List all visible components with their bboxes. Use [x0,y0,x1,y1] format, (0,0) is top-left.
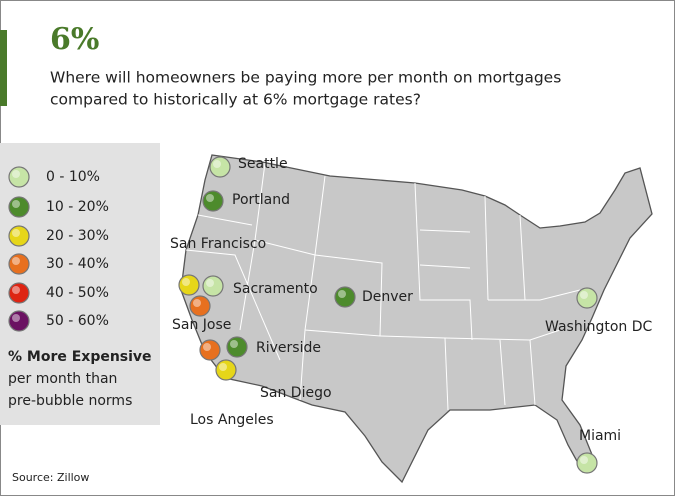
city-label: Sacramento [233,281,318,297]
legend-caption: per month than [8,371,117,387]
legend-caption: % More Expensive [8,349,152,365]
marker [226,336,248,358]
question-line: Where will homeowners be paying more per… [50,69,561,87]
marker-shine [12,286,20,294]
city-label: Los Angeles [190,412,274,428]
legend-box [0,143,160,425]
marker-shine [219,363,227,371]
title: 6% [50,22,99,57]
question-line: compared to historically at 6% mortgage … [50,91,421,109]
marker-shine [182,278,190,286]
city-label: Riverside [256,340,321,356]
marker [178,274,200,296]
marker-shine [12,257,20,265]
marker [8,225,30,247]
marker-shine [203,343,211,351]
legend-label: 30 - 40% [46,256,109,272]
city-label: Seattle [238,156,288,172]
marker-shine [12,314,20,322]
legend-label: 50 - 60% [46,313,109,329]
city-label: San Jose [172,317,231,333]
city-label: Denver [362,289,413,305]
caption-bold: % More Expensive [8,349,152,365]
legend: 0 - 10% 10 - 20% 20 - 30% 30 - 40% 40 - 50% 5… [8,166,152,409]
marker [576,452,598,474]
state-lines [185,162,581,411]
marker-shine [206,194,214,202]
city-label: San Francisco [170,236,266,252]
legend-label: 20 - 30% [46,228,109,244]
marker-shine [12,170,20,178]
accent-bar [0,30,7,106]
marker [8,253,30,275]
marker-shine [230,340,238,348]
marker [189,295,211,317]
caption-text: per month than [8,371,117,387]
marker [8,282,30,304]
city-label: Washington DC [545,319,653,335]
marker [202,190,224,212]
marker [215,359,237,381]
legend-label: 0 - 10% [46,169,100,185]
legend-label: 40 - 50% [46,285,109,301]
marker [334,286,356,308]
legend-label: 10 - 20% [46,199,109,215]
city-label: Miami [579,428,621,444]
marker-shine [338,290,346,298]
marker [8,166,30,188]
marker-shine [580,291,588,299]
legend-caption: pre-bubble norms [8,393,132,409]
caption-text: pre-bubble norms [8,393,132,409]
marker [8,310,30,332]
cities: Seattle Portland San Francisco Sacramento Sa… [170,156,653,474]
city-label: Portland [232,192,290,208]
marker [209,156,231,178]
marker [199,339,221,361]
marker-shine [580,456,588,464]
city-label: San Diego [260,385,332,401]
marker-shine [193,299,201,307]
marker-shine [206,279,214,287]
marker-shine [12,229,20,237]
marker [8,196,30,218]
source: Source: Zillow [12,471,89,484]
marker-shine [12,200,20,208]
marker [202,275,224,297]
marker [576,287,598,309]
marker-shine [213,160,221,168]
